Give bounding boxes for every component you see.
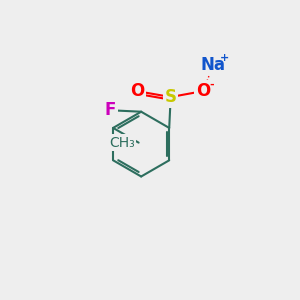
Text: O: O xyxy=(196,82,210,100)
Text: F: F xyxy=(105,101,116,119)
Text: -: - xyxy=(209,80,214,90)
Text: O: O xyxy=(130,82,144,100)
Text: +: + xyxy=(220,53,229,63)
Text: Na: Na xyxy=(201,56,226,74)
Text: S: S xyxy=(165,88,177,106)
Text: CH₃: CH₃ xyxy=(109,136,135,150)
